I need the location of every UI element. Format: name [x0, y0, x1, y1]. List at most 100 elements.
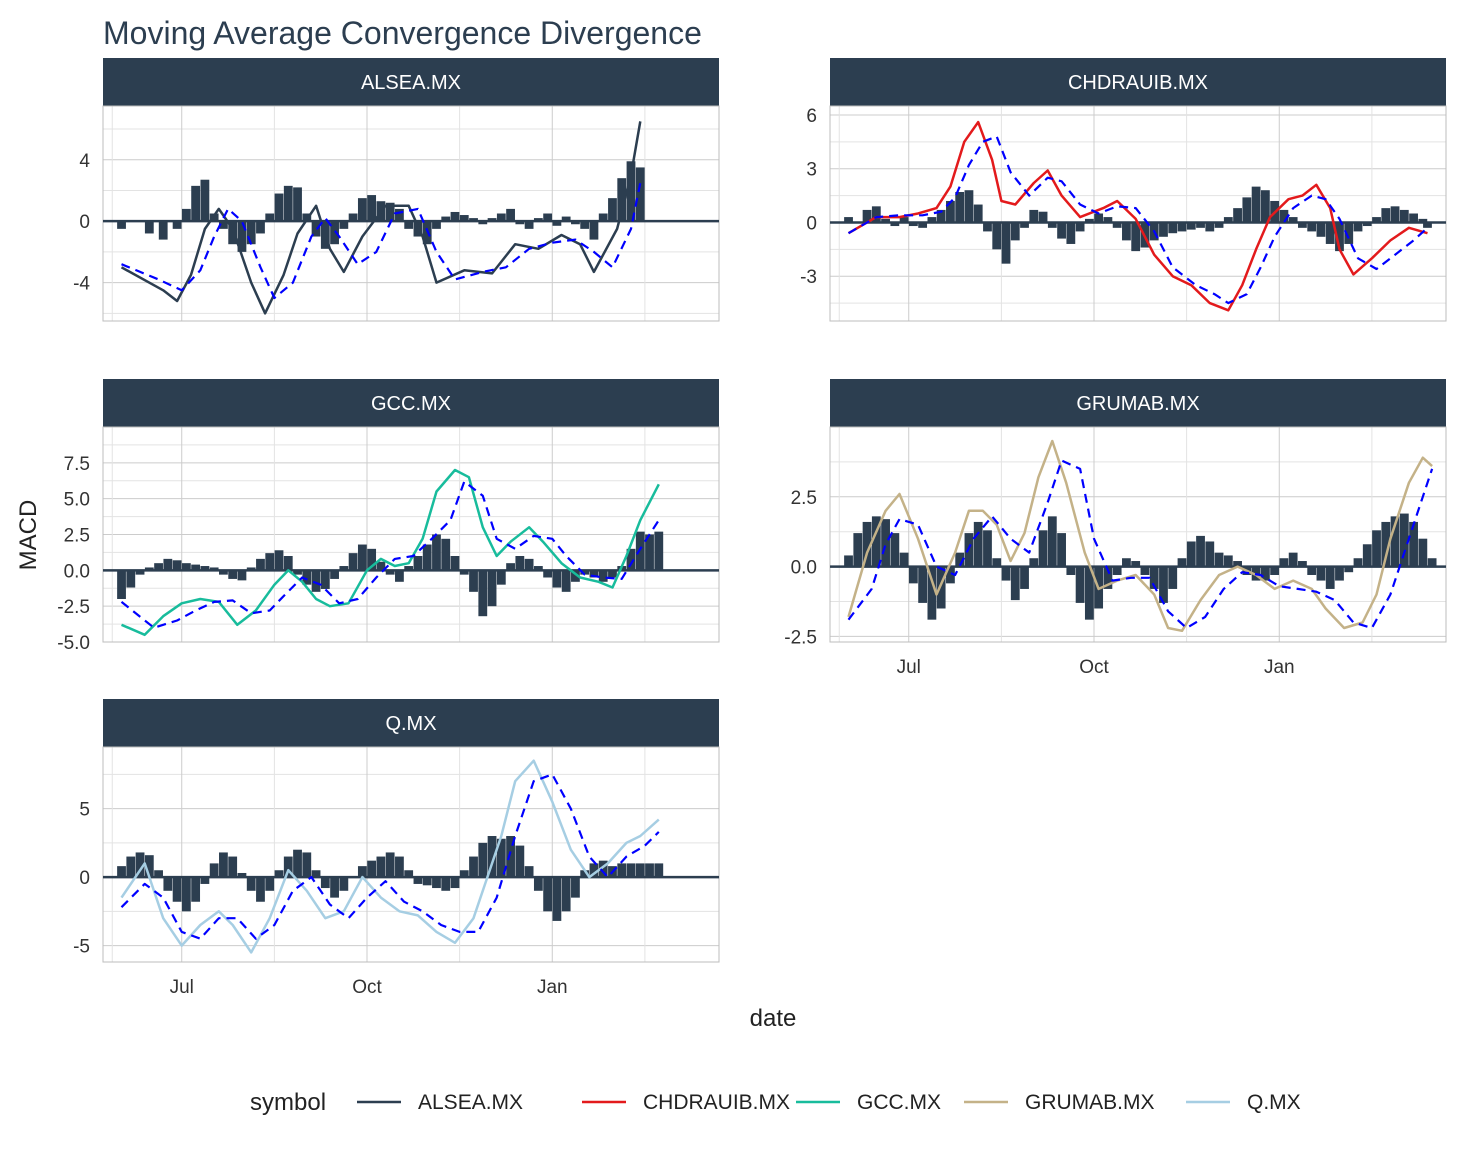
histogram-bar [908, 222, 918, 227]
x-tick-label: Jul [170, 977, 194, 998]
histogram-bar [487, 218, 497, 222]
y-tick-label: -2.5 [784, 627, 817, 648]
macd-line [120, 759, 660, 954]
y-tick-label: 5 [79, 800, 90, 821]
histogram-bar [357, 544, 367, 571]
histogram-bar [265, 877, 275, 891]
histogram-bar [1335, 566, 1344, 581]
legend-label: GRUMAB.MX [1025, 1091, 1155, 1114]
facet-strip-label: GCC.MX [371, 393, 451, 415]
histogram-bar [200, 566, 210, 571]
macd-line [121, 468, 660, 637]
signal-line [847, 135, 1429, 305]
histogram-bar [181, 563, 191, 571]
histogram-bar [339, 877, 349, 891]
histogram-bar [626, 863, 636, 878]
histogram-bar [635, 531, 645, 571]
histogram-bar [404, 221, 414, 229]
histogram-bar [1399, 513, 1409, 567]
y-tick-label: 3 [806, 160, 817, 181]
histogram-bar [459, 570, 469, 575]
histogram-bar [654, 531, 664, 571]
histogram-bar [1159, 222, 1168, 237]
histogram-bar [172, 877, 182, 902]
y-axis-title: MACD [15, 500, 42, 571]
histogram-bar [191, 185, 201, 222]
histogram-bar [237, 570, 247, 581]
histogram-bar [450, 877, 460, 889]
histogram-bar [515, 845, 525, 878]
histogram-bar [515, 221, 525, 225]
histogram-bar [589, 221, 599, 240]
histogram-bar [1362, 544, 1372, 567]
histogram-bar [1409, 213, 1418, 223]
histogram-bar [376, 856, 386, 878]
histogram-bar [1001, 222, 1011, 264]
histogram-bar [478, 570, 488, 617]
panel-border [102, 746, 720, 963]
histogram-bar [645, 863, 654, 878]
histogram-bar [1103, 566, 1113, 589]
histogram-bar [1344, 222, 1354, 244]
y-tick-label: 5.0 [64, 490, 90, 511]
histogram-bar [256, 877, 265, 902]
histogram-bar [1399, 209, 1409, 223]
histogram-bar [1270, 566, 1280, 575]
legend-item: ALSEA.MX [357, 1091, 523, 1114]
histogram-bar [936, 209, 946, 223]
histogram-bar [181, 208, 191, 222]
histogram-bar [1418, 218, 1428, 223]
signal-line [121, 182, 642, 300]
histogram-bar [1047, 222, 1057, 228]
histogram-bar [228, 570, 238, 579]
histogram-bar [1177, 222, 1187, 232]
facet-panel: CHDRAUIB.MX -3 0 3 6 [800, 58, 1447, 322]
facet-strip-label: ALSEA.MX [361, 72, 461, 94]
histogram-bar [1020, 222, 1029, 228]
histogram-bar [293, 570, 302, 575]
y-tick-label: 0 [79, 868, 90, 889]
histogram-bar [172, 221, 182, 229]
histogram-bar [964, 190, 974, 223]
histogram-bar [645, 534, 654, 571]
histogram-bar [450, 211, 460, 222]
histogram-bar [1242, 197, 1252, 223]
histogram-bar [1372, 217, 1381, 223]
histogram-bar [1260, 566, 1270, 581]
histogram-bar [543, 877, 553, 912]
histogram-bar [654, 863, 664, 878]
histogram-bar [561, 877, 571, 912]
signal-line [120, 773, 660, 940]
histogram-bar [1260, 190, 1270, 223]
histogram-bar [1423, 222, 1432, 228]
y-tick-label: 0 [79, 212, 90, 233]
facet-strip [103, 699, 719, 747]
histogram-bar [404, 566, 414, 571]
histogram-bar [172, 560, 182, 571]
histogram-bar [450, 556, 460, 571]
histogram-bar [899, 552, 909, 567]
histogram-bar [908, 566, 918, 584]
histogram-bar [246, 567, 256, 571]
histogram-bar [1057, 533, 1066, 567]
facet-strip [830, 58, 1446, 106]
histogram-bar [1325, 222, 1335, 244]
histogram-bar [524, 866, 534, 878]
y-tick-label: 6 [806, 106, 817, 127]
histogram-bar [635, 863, 645, 878]
histogram-bar [163, 877, 173, 891]
histogram-bar [1353, 222, 1363, 232]
histogram-bar [992, 558, 1002, 567]
histogram-bar [320, 570, 330, 589]
histogram-bar [608, 198, 617, 222]
histogram-bar [459, 870, 469, 878]
histogram-bar [469, 570, 478, 592]
histogram-bar [1307, 566, 1317, 575]
histogram-bar [256, 558, 265, 571]
histogram-bar [469, 218, 478, 222]
histogram-bar [589, 863, 599, 878]
y-tick-label: 2.5 [64, 526, 90, 547]
histogram-bar [413, 556, 423, 571]
histogram-bar [117, 866, 126, 878]
facet-panel: Q.MX -5 0 5 Jul Oct Jan [73, 699, 720, 998]
